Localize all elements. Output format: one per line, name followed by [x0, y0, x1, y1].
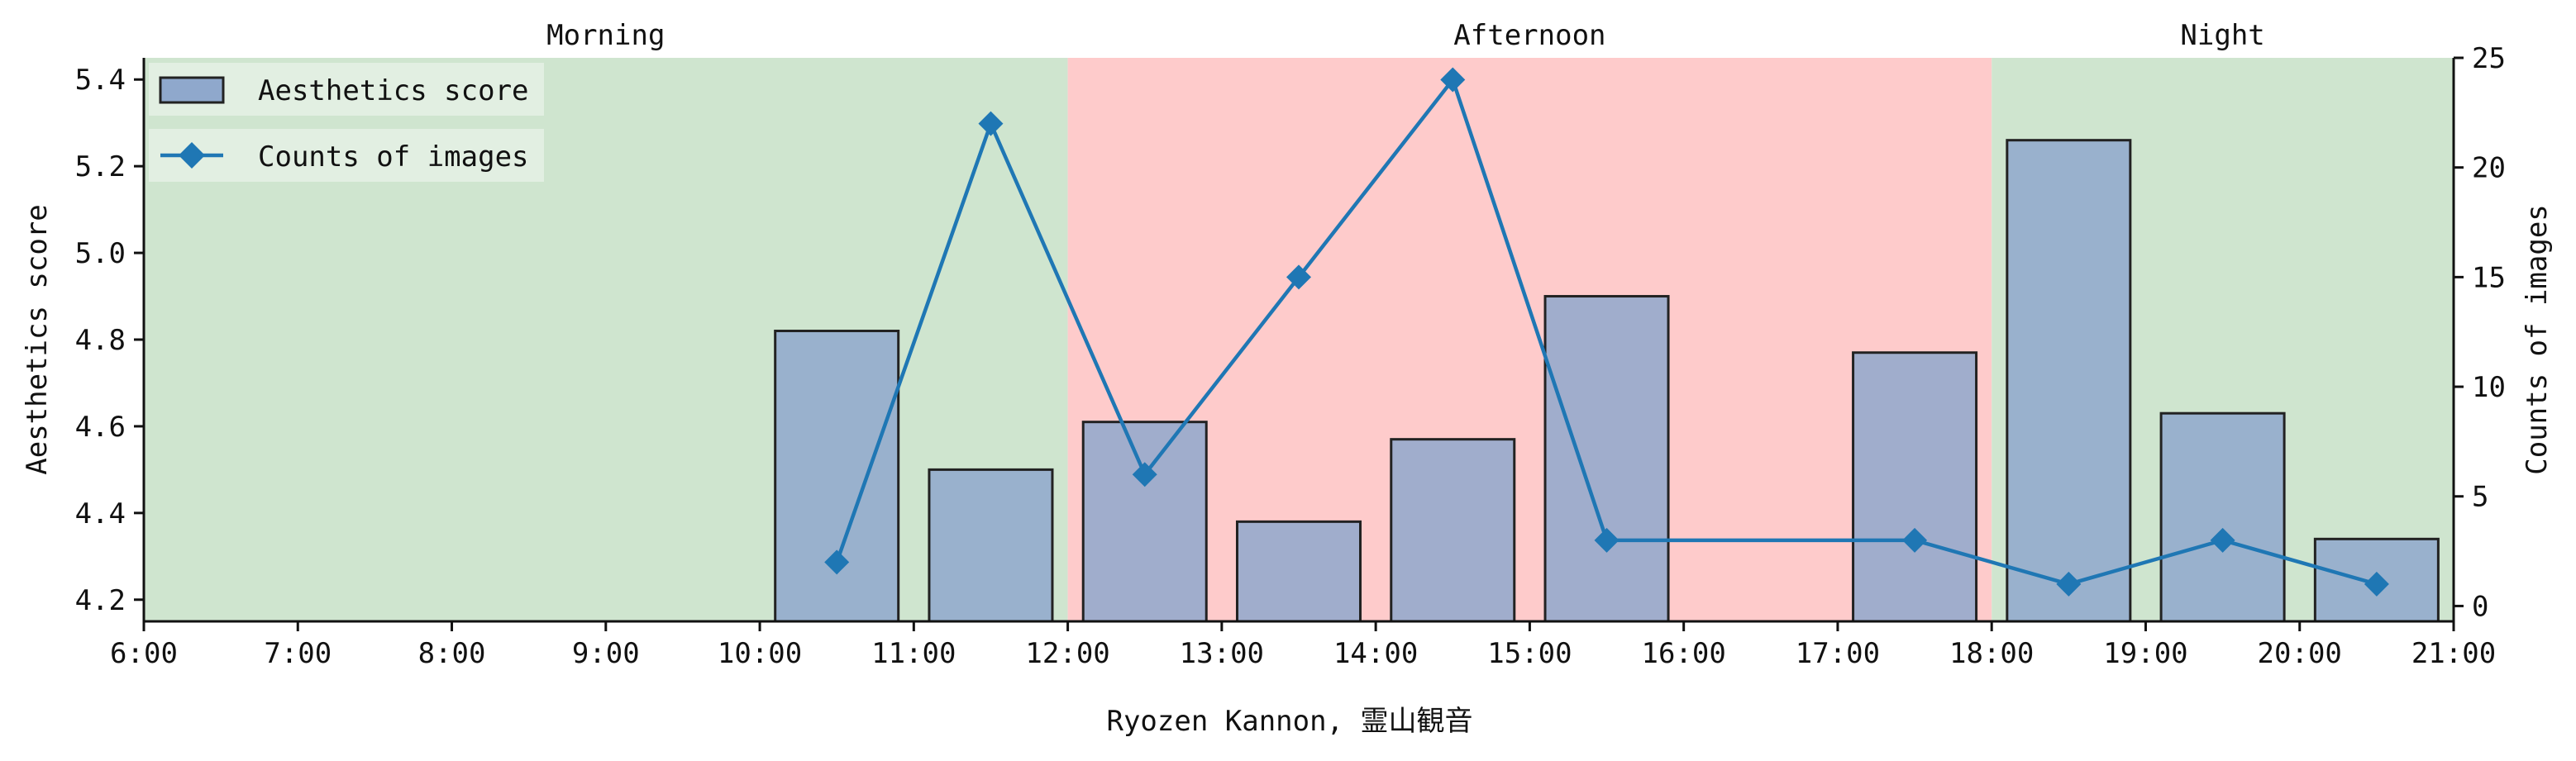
- x-axis-title: Ryozen Kannon, 霊山観音: [1106, 705, 1472, 738]
- bar-aesthetics-score: [2006, 139, 2132, 623]
- x-tick-label: 6:00: [110, 637, 178, 670]
- x-tick-label: 19:00: [2103, 637, 2187, 670]
- point-counts-of-images: [2210, 527, 2235, 553]
- legend-swatch-aesthetics-score: [159, 76, 225, 104]
- x-tick-label: 12:00: [1025, 637, 1109, 670]
- y-left-tick-label: 4.8: [75, 324, 126, 357]
- point-counts-of-images: [2364, 571, 2389, 597]
- point-counts-of-images: [978, 111, 1004, 136]
- y-axis-right-title: Counts of images: [2521, 204, 2554, 475]
- x-tick-label: 15:00: [1487, 637, 1572, 670]
- period-band-afternoon: [1067, 58, 1992, 621]
- y-axis-left-title: Aesthetics score: [21, 204, 54, 475]
- y-right-tick-label: 20: [2472, 152, 2506, 185]
- point-counts-of-images: [1286, 264, 1311, 290]
- bar-aesthetics-score: [1081, 421, 1208, 623]
- bar-aesthetics-score: [1235, 520, 1362, 623]
- y-right-tick-label: 5: [2472, 481, 2488, 514]
- x-tick-label: 9:00: [572, 637, 640, 670]
- x-tick-label: 21:00: [2411, 637, 2496, 670]
- bar-aesthetics-score: [1543, 295, 1670, 623]
- line-counts-of-images: [835, 75, 2378, 587]
- x-tick-label: 14:00: [1333, 637, 1418, 670]
- y-left-tick-label: 5.4: [75, 64, 126, 97]
- x-tick-label: 10:00: [718, 637, 802, 670]
- y-left-tick-label: 5.2: [75, 150, 126, 183]
- x-tick-label: 17:00: [1796, 637, 1880, 670]
- y-left-tick-label: 4.2: [75, 584, 126, 617]
- point-counts-of-images: [2056, 571, 2082, 597]
- legend-label-counts-of-images: Counts of images: [258, 140, 529, 174]
- line-series: [824, 67, 2389, 597]
- legend-swatch-counts-marker: [179, 142, 205, 169]
- axes: 6:00 7:00 8:00 9:00 10:00 11:00 12:00 13:00 14:0…: [75, 42, 2506, 670]
- point-counts-of-images: [1132, 462, 1157, 488]
- legend: Aesthetics score Counts of images: [149, 63, 544, 182]
- bar-series: [774, 139, 2440, 623]
- period-label-morning: Morning: [546, 19, 665, 52]
- x-tick-label: 18:00: [1949, 637, 2034, 670]
- y-right-tick-label: 10: [2472, 371, 2506, 404]
- bar-aesthetics-score: [1390, 438, 1516, 623]
- legend-label-aesthetics-score: Aesthetics score: [258, 74, 529, 107]
- y-left-tick-label: 5.0: [75, 237, 126, 270]
- bar-aesthetics-score: [774, 330, 900, 623]
- y-right-tick-label: 0: [2472, 590, 2488, 623]
- bar-aesthetics-score: [928, 468, 1054, 623]
- period-labels: Morning Afternoon Night: [546, 19, 2265, 52]
- point-counts-of-images: [824, 549, 850, 575]
- y-right-tick-label: 25: [2472, 42, 2506, 75]
- x-tick-label: 13:00: [1180, 637, 1264, 670]
- x-tick-label: 16:00: [1641, 637, 1725, 670]
- y-right-tick-label: 15: [2472, 261, 2506, 294]
- x-tick-label: 11:00: [871, 637, 956, 670]
- x-tick-label: 20:00: [2258, 637, 2342, 670]
- bar-aesthetics-score: [2159, 411, 2286, 623]
- bar-aesthetics-score: [1852, 351, 1978, 623]
- point-counts-of-images: [1594, 527, 1620, 553]
- period-label-night: Night: [2180, 19, 2264, 52]
- period-label-afternoon: Afternoon: [1453, 19, 1605, 52]
- point-counts-of-images: [1902, 527, 1928, 553]
- x-tick-label: 7:00: [264, 637, 332, 670]
- y-left-tick-label: 4.6: [75, 411, 126, 444]
- y-left-tick-label: 4.4: [75, 497, 126, 530]
- x-tick-label: 8:00: [418, 637, 486, 670]
- point-counts-of-images: [1440, 67, 1466, 93]
